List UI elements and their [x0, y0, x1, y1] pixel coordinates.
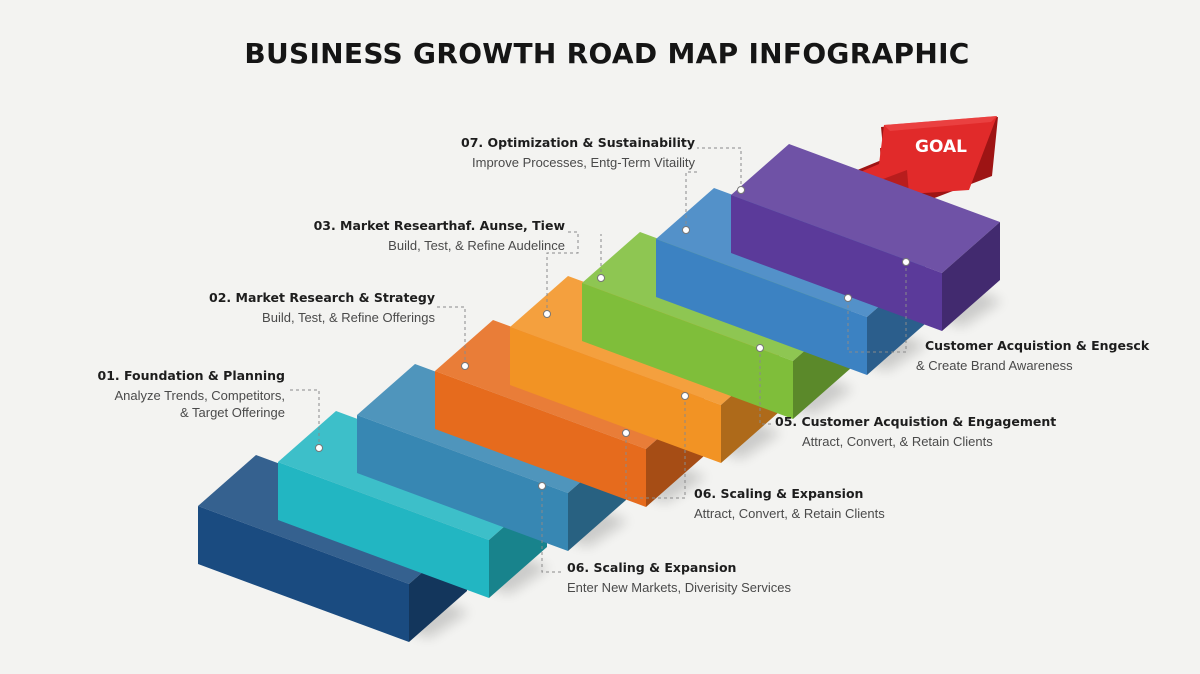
step-front-face-scaling [656, 239, 867, 375]
label-optimization: 07. Optimization & Sustainability Improv… [395, 135, 695, 172]
label-strategy-heading: 02. Market Research & Strategy [209, 290, 435, 305]
label-acquisition-heading: 05. Customer Acquistion & Engagement [775, 414, 1057, 429]
leader-dot-strategy [461, 362, 469, 370]
step-front-face-foundation [198, 506, 409, 642]
leader-dot-scaling-a [681, 392, 689, 400]
leader-dot-foundation [315, 444, 323, 452]
leader-line-strategy [437, 306, 466, 366]
step-top-face-optimization [731, 144, 1000, 273]
leader-line-optimization-a [685, 171, 697, 230]
label-scaling-b: 06. Scaling & Expansion Enter New Market… [567, 560, 791, 597]
leader-lines [288, 147, 910, 573]
label-scaling-b-line1: Enter New Markets, Diverisity Services [567, 580, 791, 596]
label-scaling-b-heading: 06. Scaling & Expansion [567, 560, 737, 575]
label-acquisition-top: Customer Acquistion & Engesck & Create B… [916, 338, 1149, 375]
leader-dot-scaling-b [538, 482, 546, 490]
marker-dot-1 [844, 294, 852, 302]
leader-line-scaling-a [625, 396, 686, 499]
step-front-face-research [435, 371, 646, 507]
leader-dot-optimization-a [682, 226, 690, 234]
label-acquisition-top-line1: & Create Brand Awareness [916, 358, 1073, 374]
label-acquisition-top-heading: Customer Acquistion & Engesck [925, 338, 1150, 353]
label-scaling-a: 06. Scaling & Expansion Attract, Convert… [694, 486, 885, 523]
label-strategy-line1: Build, Test, & Refine Offerings [262, 310, 435, 326]
step-end-face-optimization [942, 222, 1000, 331]
leader-line-acquisition-top [847, 262, 907, 353]
goal-label: GOAL [915, 137, 967, 157]
label-optimization-line1: Improve Processes, Entg-Term Vitaility [472, 155, 695, 171]
leader-dot-acquisition-top [902, 258, 910, 266]
label-scaling-a-line1: Attract, Convert, & Retain Clients [694, 506, 885, 522]
step-blocks [198, 144, 1000, 642]
step-block-optimization [731, 144, 1000, 331]
marker-dot-0 [622, 429, 630, 437]
label-research: 03. Market Researthaf. Aunse, Tiew Build… [260, 218, 565, 255]
leader-line-research [546, 231, 579, 314]
label-acquisition-line1: Attract, Convert, & Retain Clients [802, 434, 993, 450]
label-foundation-line2: & Target Offeringe [179, 405, 285, 421]
leader-dot-research-b [597, 274, 605, 282]
label-foundation-line1: Analyze Trends, Competitors, [114, 388, 285, 404]
label-strategy: 02. Market Research & Strategy Build, Te… [160, 290, 435, 327]
leader-line-foundation [288, 389, 320, 448]
page-title: BUSINESS GROWTH ROAD MAP INFOGRAPHIC [244, 37, 970, 70]
label-acquisition: 05. Customer Acquistion & Engagement Att… [775, 414, 1056, 451]
leader-line-optimization-b [697, 147, 742, 190]
label-research-line1: Build, Test, & Refine Audelince [388, 238, 565, 254]
step-front-face-optimization [731, 195, 942, 331]
step-front-face-planning [278, 462, 489, 598]
label-foundation-heading: 01. Foundation & Planning [97, 368, 285, 383]
label-foundation: 01. Foundation & Planning Analyze Trends… [60, 368, 285, 422]
label-optimization-heading: 07. Optimization & Sustainability [461, 135, 695, 150]
label-research-heading: 03. Market Researthaf. Aunse, Tiew [313, 218, 565, 233]
leader-line-scaling-b [541, 486, 564, 573]
step-front-face-strategy [357, 415, 568, 551]
step-front-face-marketing [582, 283, 793, 419]
leader-dot-research [543, 310, 551, 318]
leader-dot-optimization-b [737, 186, 745, 194]
step-front-face-testing [510, 327, 721, 463]
label-scaling-a-heading: 06. Scaling & Expansion [694, 486, 864, 501]
leader-dot-acquisition [756, 344, 764, 352]
leader-line-acquisition [759, 348, 773, 425]
